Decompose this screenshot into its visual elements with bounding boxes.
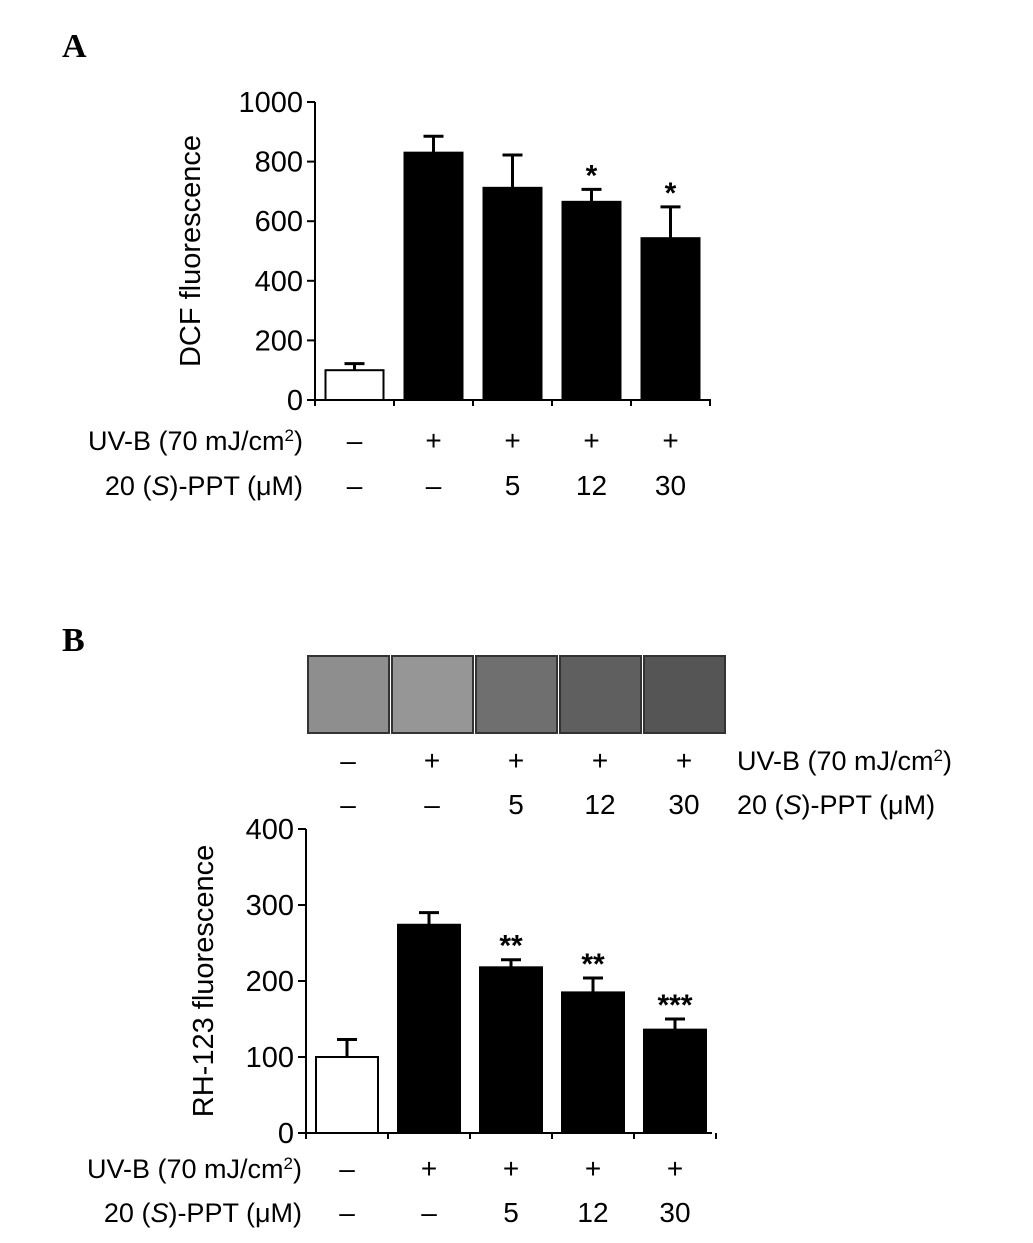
panel-b-label: B: [62, 622, 85, 659]
treatment-value: –: [347, 470, 363, 501]
treatment-row-label: 20 (S)-PPT (μM): [105, 471, 303, 501]
significance-marker: **: [581, 948, 605, 981]
micrograph-treatment-value: +: [676, 745, 692, 776]
treatment-value: +: [421, 1153, 437, 1184]
bar: [397, 923, 461, 1135]
micrograph-treatment-label: UV-B (70 mJ/cm2): [737, 746, 952, 777]
y-axis-title: DCF fluorescence: [175, 135, 207, 367]
treatment-row-label: UV-B (70 mJ/cm2): [88, 426, 303, 457]
micrograph-treatment-value: +: [508, 745, 524, 776]
micrograph-treatment-value: +: [592, 745, 608, 776]
treatment-value: 30: [655, 470, 686, 501]
micrograph-treatment-value: –: [340, 745, 356, 776]
chart-a: 0 200 400 600 800 1000 DCF fluorescence * * UV-B …: [88, 87, 711, 501]
bar: [315, 1056, 379, 1134]
treatment-row-label: 20 (S)-PPT (μM): [104, 1198, 302, 1228]
bar: [643, 1028, 707, 1135]
bar: [479, 966, 543, 1134]
treatment-value: 30: [659, 1197, 690, 1228]
treatment-value: +: [667, 1153, 683, 1184]
micrograph-image: [475, 655, 558, 734]
bar: [403, 151, 464, 401]
bar: [561, 200, 622, 401]
y-tick-label: 300: [246, 890, 294, 922]
treatment-value: –: [421, 1197, 437, 1228]
treatment-value: –: [347, 425, 363, 456]
y-tick-label: 100: [246, 1042, 294, 1074]
treatment-value: 12: [576, 470, 607, 501]
y-tick-label: 0: [278, 1118, 294, 1150]
treatment-value: 5: [503, 1197, 519, 1228]
treatment-value: 12: [577, 1197, 608, 1228]
treatment-value: +: [585, 1153, 601, 1184]
y-tick-label: 1000: [238, 87, 303, 119]
y-tick-label: 200: [246, 966, 294, 998]
y-tick-label: 200: [255, 325, 303, 357]
bar: [640, 237, 701, 401]
treatment-value: +: [583, 425, 599, 456]
y-tick-label: 0: [287, 385, 303, 417]
y-tick-label: 400: [255, 266, 303, 298]
significance-marker: *: [586, 159, 598, 192]
micrograph-image: [307, 655, 390, 734]
micrograph-treatment-value: –: [424, 789, 440, 820]
treatment-value: –: [339, 1153, 355, 1184]
micrograph-treatment-value: 12: [584, 789, 615, 820]
micrograph-image: [391, 655, 474, 734]
treatment-row-label: UV-B (70 mJ/cm2): [87, 1154, 302, 1185]
treatment-value: –: [339, 1197, 355, 1228]
treatment-value: +: [503, 1153, 519, 1184]
bar: [561, 991, 625, 1135]
micrograph-treatment-value: 30: [668, 789, 699, 820]
significance-marker: ***: [657, 989, 692, 1022]
bar: [324, 369, 385, 402]
treatment-value: +: [425, 425, 441, 456]
y-tick-label: 600: [255, 206, 303, 238]
treatment-value: 5: [505, 470, 521, 501]
micrograph-treatment-value: –: [340, 789, 356, 820]
micrograph-treatment-value: 5: [508, 789, 524, 820]
micrograph-image: [559, 655, 642, 734]
y-tick-label: 400: [246, 814, 294, 846]
y-tick-label: 800: [255, 147, 303, 179]
significance-marker: **: [499, 930, 523, 963]
bar: [482, 186, 543, 401]
micrograph-image: [643, 655, 726, 734]
treatment-value: +: [504, 425, 520, 456]
treatment-value: +: [662, 425, 678, 456]
micrograph-treatment-label: 20 (S)-PPT (μM): [737, 790, 935, 820]
panel-a-label: A: [62, 28, 87, 65]
y-axis-title: RH-123 fluorescence: [188, 845, 220, 1117]
significance-marker: *: [665, 177, 677, 210]
micrograph-treatment-value: +: [424, 745, 440, 776]
treatment-value: –: [426, 470, 442, 501]
